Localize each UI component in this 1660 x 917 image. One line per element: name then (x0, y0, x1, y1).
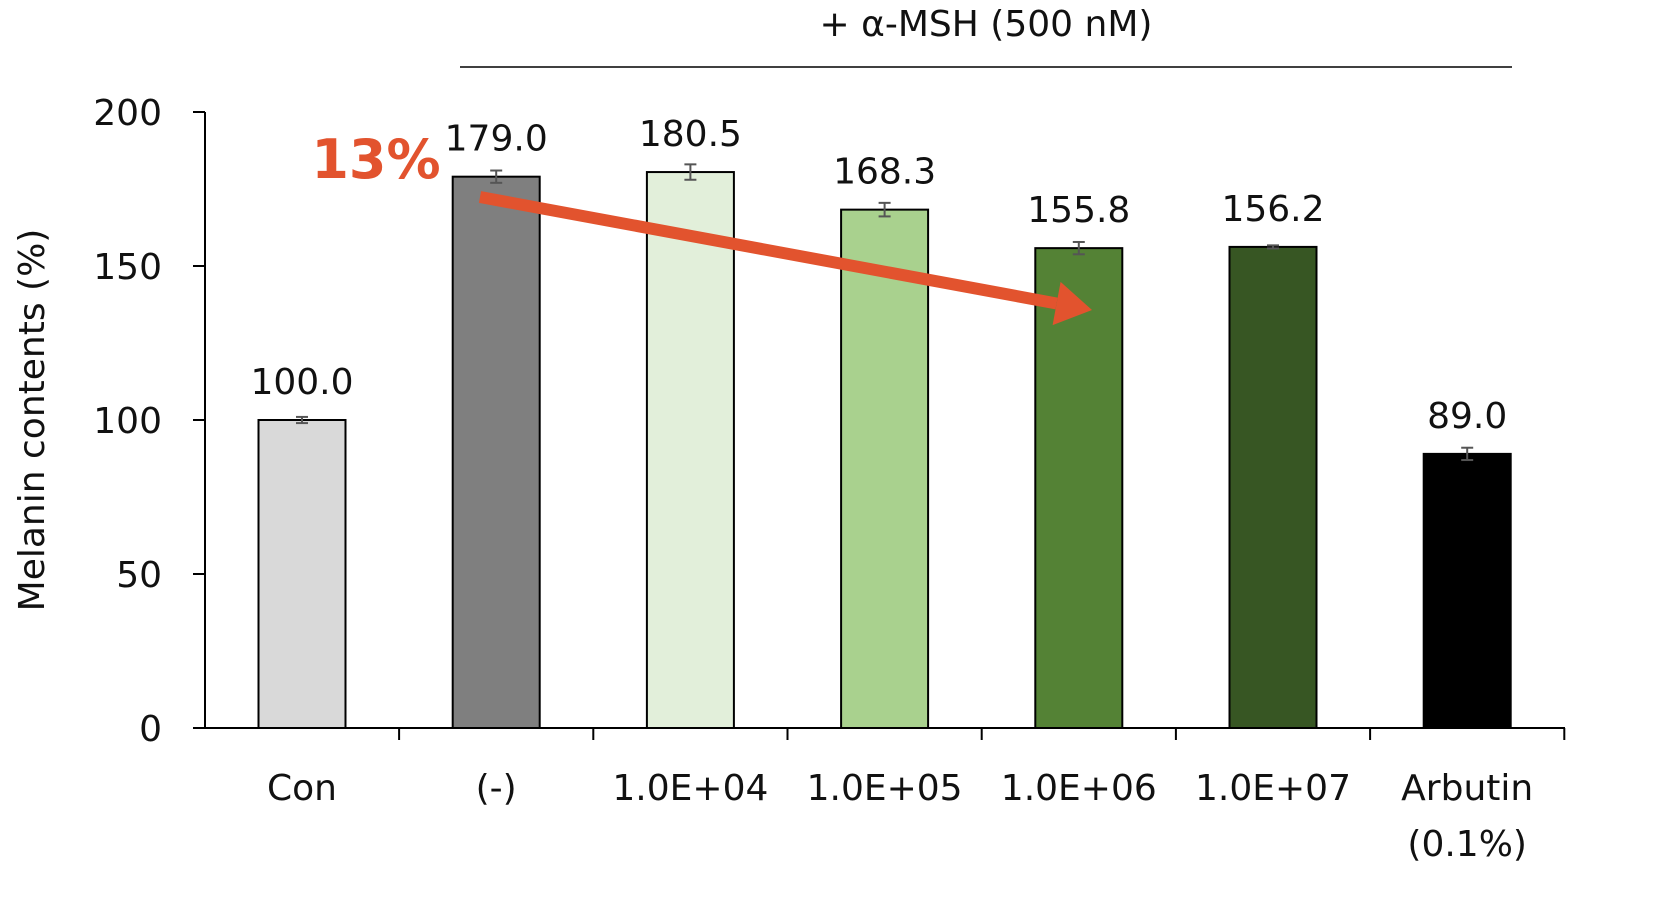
x-tick-label-5: 1.0E+07 (1195, 768, 1351, 809)
error-bar-5 (1267, 244, 1279, 250)
bar-1 (451, 175, 541, 729)
data-label-1: 179.0 (445, 119, 548, 160)
data-label-5: 156.2 (1221, 189, 1324, 230)
bar-6 (1422, 452, 1512, 729)
bar-4 (1034, 247, 1124, 730)
error-bars-layer (296, 163, 1474, 462)
y-tick-label-0: 0 (139, 709, 162, 750)
bar-0 (257, 419, 347, 729)
bar-3 (840, 208, 930, 730)
y-tick-label-150: 150 (93, 247, 162, 288)
data-label-4: 155.8 (1027, 190, 1130, 231)
error-bar-1 (490, 169, 503, 184)
bar-5 (1228, 245, 1318, 730)
error-bar-4 (1072, 240, 1085, 256)
x-tick-label-6: Arbutin (1401, 768, 1533, 809)
x-tick-label-0: Con (267, 768, 337, 809)
y-tick-label-100: 100 (93, 401, 162, 442)
axes-layer (193, 111, 1566, 740)
bar-2 (645, 171, 735, 729)
y-tick-label-200: 200 (93, 93, 162, 134)
x-tick-label-3: 1.0E+05 (807, 768, 963, 809)
error-bar-0 (296, 415, 308, 425)
trend-arrow-shaft (478, 191, 1058, 310)
x-tick-label-4: 1.0E+06 (1001, 768, 1157, 809)
y-tick-label-50: 50 (116, 555, 162, 596)
annotation-layer: 13% (311, 128, 1092, 326)
labels-layer: 100.0 Con 179.0 (-) 180.5 1.0E+04 168.3 1.0E+05… (12, 4, 1533, 865)
data-label-3: 168.3 (833, 152, 936, 193)
error-bar-3 (878, 201, 891, 218)
reduction-percent-annotation: 13% (311, 128, 440, 191)
data-label-6: 89.0 (1427, 396, 1507, 437)
data-label-0: 100.0 (250, 362, 353, 403)
x-tick-label-6-line1: (0.1%) (1407, 824, 1527, 865)
group-label: + α-MSH (500 nM) (820, 4, 1153, 45)
error-bar-6 (1461, 446, 1474, 462)
x-tick-label-2: 1.0E+04 (612, 768, 768, 809)
error-bar-2 (684, 163, 697, 181)
trend-arrow-head (1052, 281, 1092, 326)
y-axis-title: Melanin contents (%) (12, 229, 53, 612)
bars-layer (257, 171, 1512, 730)
data-label-2: 180.5 (639, 114, 742, 155)
x-tick-label-1: (-) (476, 768, 517, 809)
